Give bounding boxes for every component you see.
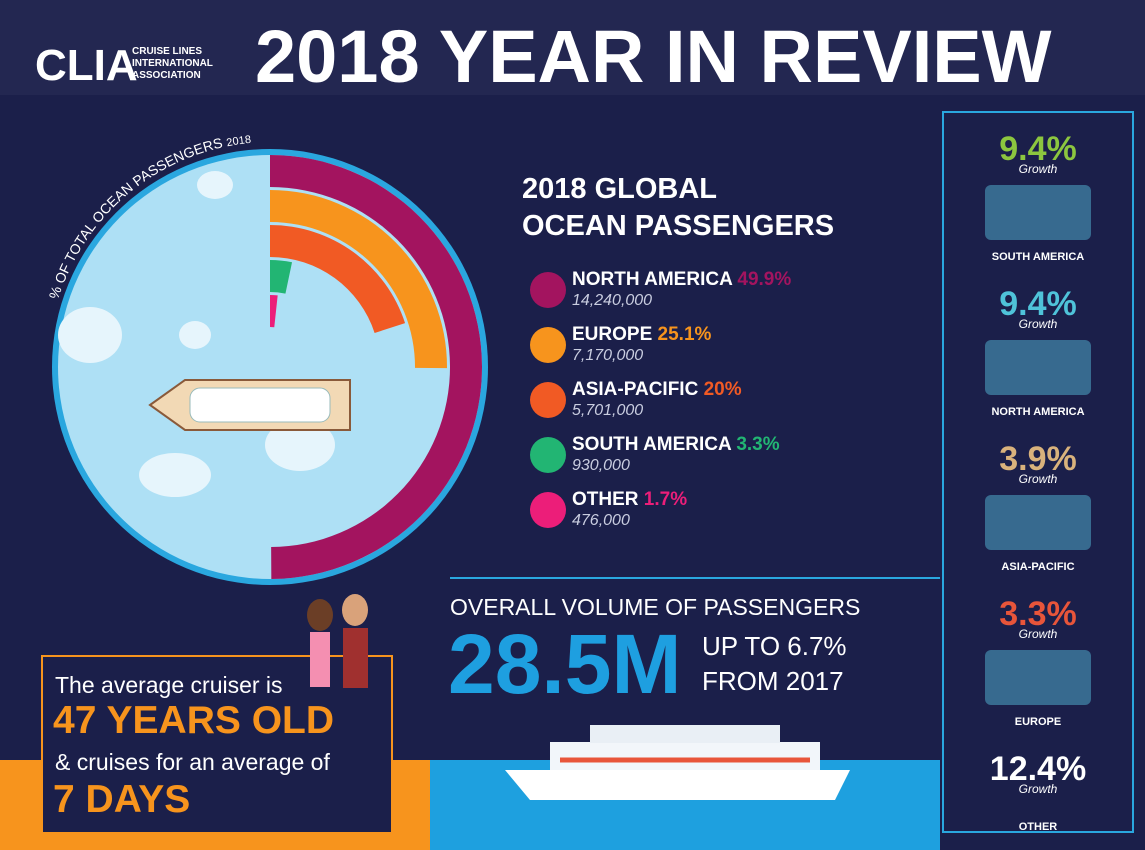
legend-dot — [530, 272, 566, 308]
growth-word: Growth — [1019, 627, 1058, 641]
logo-line: CRUISE LINES — [132, 46, 202, 57]
chart-title: 2018 GLOBAL — [522, 173, 717, 205]
cruiser-text: The average cruiser is — [55, 672, 283, 698]
landmark-icon — [985, 340, 1091, 395]
legend-label: ASIA-PACIFIC 20% — [572, 379, 742, 400]
legend: NORTH AMERICA 49.9% 14,240,000 EUROPE 25.1… — [530, 269, 791, 529]
growth-word: Growth — [1019, 162, 1058, 176]
logo-line: ASSOCIATION — [132, 70, 201, 81]
passenger-count: 5,701,000 — [572, 402, 643, 419]
decor-clouds — [58, 171, 335, 497]
radial-bars — [270, 155, 482, 579]
landmark-icon — [985, 650, 1091, 705]
cruiser-days: 7 DAYS — [53, 778, 190, 821]
passenger-count: 930,000 — [572, 457, 630, 474]
growth-value: 3.9% — [999, 440, 1077, 478]
region-name: NORTH AMERICA — [572, 269, 733, 290]
growth-value: 9.4% — [999, 130, 1077, 168]
share-label: 20% — [704, 379, 742, 400]
growth-word: Growth — [1019, 317, 1058, 331]
share-label: 1.7% — [644, 489, 687, 510]
volume-change: FROM 2017 — [702, 666, 844, 696]
radial-bar — [270, 155, 482, 579]
legend-label: SOUTH AMERICA 3.3% — [572, 434, 780, 455]
radial-bar — [270, 295, 278, 328]
growth-region: EUROPE — [1015, 716, 1061, 728]
radial-bar — [270, 225, 406, 334]
chart-title: OCEAN PASSENGERS — [522, 210, 834, 242]
cruiser-age: 47 YEARS OLD — [53, 699, 334, 742]
growth-word: Growth — [1019, 782, 1058, 796]
legend-label: NORTH AMERICA 49.9% — [572, 269, 791, 290]
cruiser-text: & cruises for an average of — [55, 749, 330, 775]
legend-label: EUROPE 25.1% — [572, 324, 712, 345]
growth-region: SOUTH AMERICA — [992, 251, 1085, 263]
share-label: 49.9% — [737, 269, 791, 290]
region-name: ASIA-PACIFIC — [572, 379, 699, 400]
landmark-icon — [985, 495, 1091, 550]
region-name: SOUTH AMERICA — [572, 434, 732, 455]
passenger-count: 476,000 — [572, 512, 630, 529]
volume-change: UP TO 6.7% — [702, 631, 847, 661]
radial-bar — [270, 260, 293, 294]
growth-value: 3.3% — [999, 595, 1077, 633]
decor-cruise-ship — [505, 725, 850, 800]
legend-dot — [530, 382, 566, 418]
share-label: 3.3% — [736, 434, 779, 455]
cruiser-box — [41, 655, 393, 834]
legend-label: OTHER 1.7% — [572, 489, 687, 510]
growth-panel — [942, 111, 1134, 833]
legend-dot — [530, 327, 566, 363]
region-name: EUROPE — [572, 324, 652, 345]
logo-line: INTERNATIONAL — [132, 58, 213, 69]
logo: CLIA — [35, 41, 138, 90]
volume-heading: OVERALL VOLUME OF PASSENGERS — [450, 594, 860, 620]
passenger-count: 7,170,000 — [572, 347, 643, 364]
header-band — [0, 0, 1145, 95]
share-label: 25.1% — [658, 324, 712, 345]
legend-dot — [530, 437, 566, 473]
decor-ship — [148, 379, 351, 431]
landmark-icon — [985, 185, 1091, 240]
growth-region: OTHER — [1019, 821, 1058, 833]
axis-year: 2018 — [225, 134, 251, 149]
passenger-count: 14,240,000 — [572, 292, 652, 309]
legend-dot — [530, 492, 566, 528]
growth-region: NORTH AMERICA — [991, 406, 1084, 418]
region-name: OTHER — [572, 489, 639, 510]
growth-region: ASIA-PACIFIC — [1001, 561, 1074, 573]
decor-couple — [307, 594, 368, 688]
radial-bar — [270, 190, 448, 369]
growth-word: Growth — [1019, 472, 1058, 486]
title: 2018 YEAR IN REVIEW — [255, 15, 1052, 98]
volume-value: 28.5M — [448, 617, 681, 711]
growth-value: 9.4% — [999, 285, 1077, 323]
growth-value: 12.4% — [990, 750, 1086, 788]
